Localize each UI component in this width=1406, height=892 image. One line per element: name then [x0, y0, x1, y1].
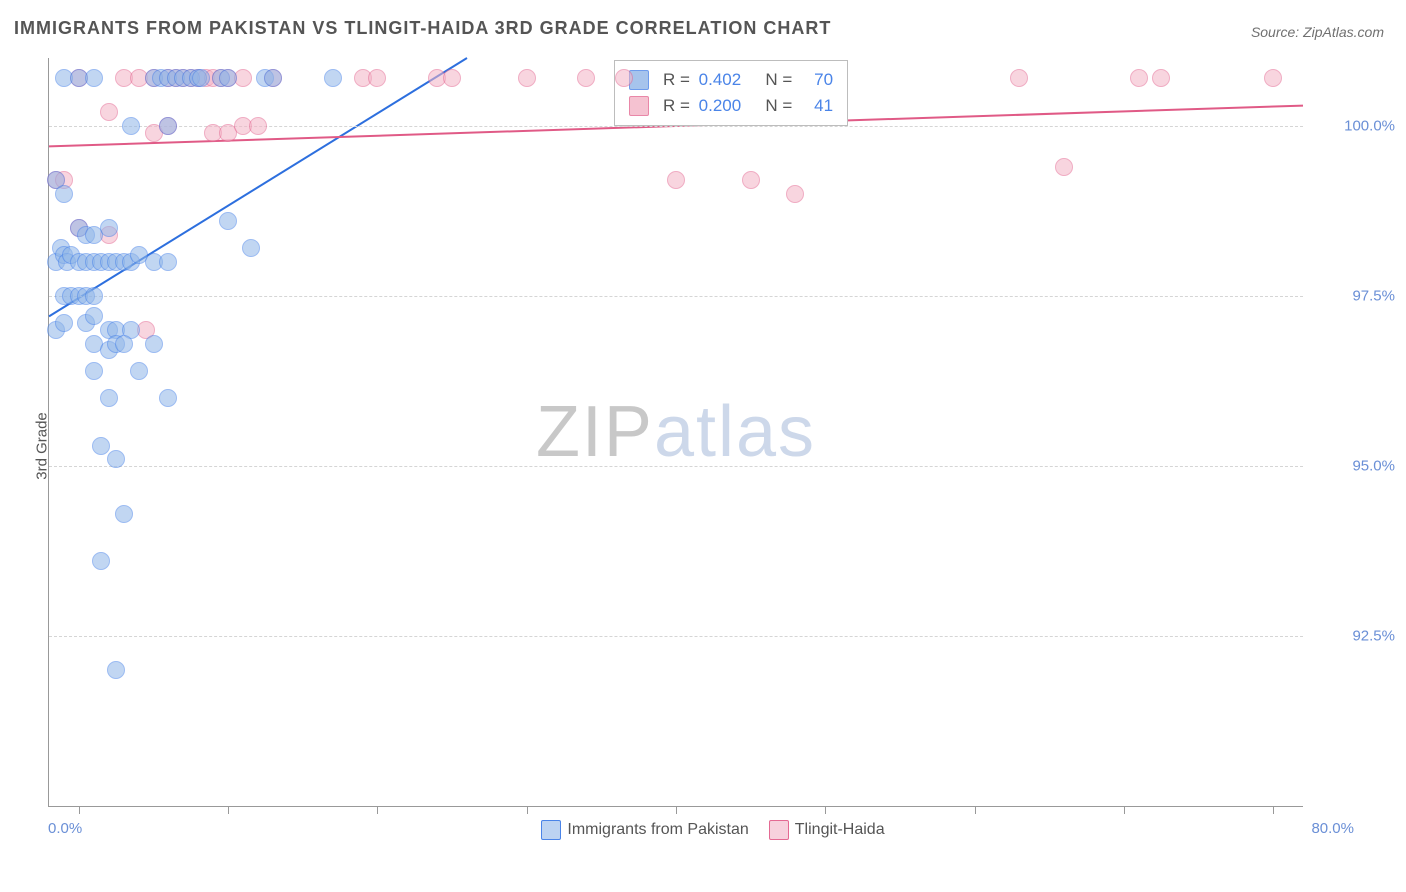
series-legend: Immigrants from Pakistan Tlingit-Haida: [0, 820, 1406, 840]
gridline: [49, 636, 1303, 637]
legend-label: Tlingit-Haida: [795, 821, 885, 838]
stats-row: R = 0.200 N = 41: [629, 93, 833, 119]
data-point: [443, 69, 461, 87]
data-point: [192, 69, 210, 87]
x-tick: [975, 806, 976, 814]
data-point: [264, 69, 282, 87]
stat-label: R =: [663, 93, 695, 119]
data-point: [115, 505, 133, 523]
x-tick: [527, 806, 528, 814]
data-point: [324, 69, 342, 87]
stat-label: N =: [761, 67, 797, 93]
data-point: [1130, 69, 1148, 87]
data-point: [85, 307, 103, 325]
data-point: [219, 212, 237, 230]
data-point: [219, 69, 237, 87]
data-point: [615, 69, 633, 87]
data-point: [85, 362, 103, 380]
watermark-zip: ZIP: [536, 392, 654, 472]
data-point: [1152, 69, 1170, 87]
x-tick: [676, 806, 677, 814]
source-label: Source: ZipAtlas.com: [1251, 24, 1384, 40]
n-value: 70: [801, 67, 833, 93]
data-point: [159, 253, 177, 271]
x-tick: [1124, 806, 1125, 814]
data-point: [100, 389, 118, 407]
y-tick-label: 95.0%: [1315, 458, 1395, 475]
x-tick: [79, 806, 80, 814]
x-tick: [228, 806, 229, 814]
r-value: 0.402: [699, 67, 757, 93]
data-point: [159, 389, 177, 407]
legend-swatch: [629, 96, 649, 116]
data-point: [249, 117, 267, 135]
watermark: ZIPatlas: [536, 391, 816, 473]
data-point: [55, 185, 73, 203]
data-point: [667, 171, 685, 189]
y-tick-label: 92.5%: [1315, 628, 1395, 645]
data-point: [122, 117, 140, 135]
data-point: [1010, 69, 1028, 87]
r-value: 0.200: [699, 93, 757, 119]
x-tick: [825, 806, 826, 814]
x-tick: [1273, 806, 1274, 814]
stats-row: R = 0.402 N = 70: [629, 67, 833, 93]
plot-area: ZIPatlas R = 0.402 N = 70R = 0.200 N = 4…: [48, 58, 1303, 807]
gridline: [49, 296, 1303, 297]
data-point: [130, 362, 148, 380]
data-point: [100, 103, 118, 121]
data-point: [107, 450, 125, 468]
y-tick-label: 97.5%: [1315, 288, 1395, 305]
n-value: 41: [801, 93, 833, 119]
data-point: [786, 185, 804, 203]
data-point: [159, 117, 177, 135]
gridline: [49, 466, 1303, 467]
data-point: [577, 69, 595, 87]
stat-label: N =: [761, 93, 797, 119]
legend-swatch: [541, 820, 561, 840]
data-point: [742, 171, 760, 189]
chart-title: IMMIGRANTS FROM PAKISTAN VS TLINGIT-HAID…: [14, 18, 831, 39]
legend-swatch: [769, 820, 789, 840]
data-point: [55, 314, 73, 332]
data-point: [92, 552, 110, 570]
y-tick-label: 100.0%: [1315, 118, 1395, 135]
data-point: [115, 335, 133, 353]
stat-label: R =: [663, 67, 695, 93]
data-point: [242, 239, 260, 257]
data-point: [100, 219, 118, 237]
data-point: [1264, 69, 1282, 87]
data-point: [1055, 158, 1073, 176]
stats-legend-box: R = 0.402 N = 70R = 0.200 N = 41: [614, 60, 848, 126]
data-point: [368, 69, 386, 87]
data-point: [92, 437, 110, 455]
legend-label: Immigrants from Pakistan: [567, 821, 748, 838]
x-tick: [377, 806, 378, 814]
data-point: [145, 335, 163, 353]
data-point: [85, 69, 103, 87]
trend-lines: [49, 58, 1303, 806]
watermark-atlas: atlas: [654, 392, 816, 472]
data-point: [85, 287, 103, 305]
data-point: [107, 661, 125, 679]
data-point: [518, 69, 536, 87]
